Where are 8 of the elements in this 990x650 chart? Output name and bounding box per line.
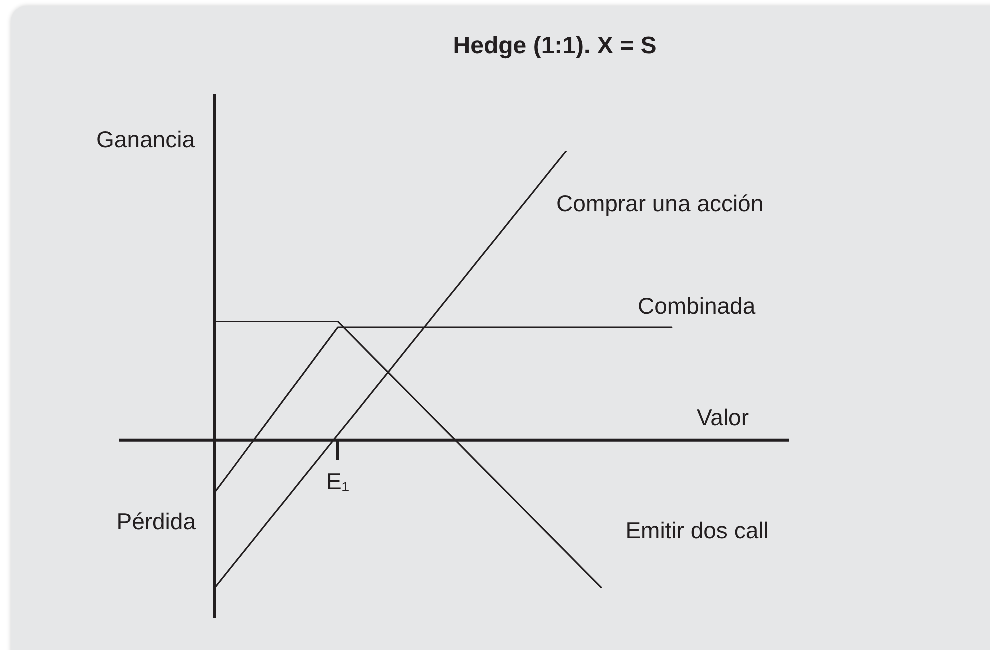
text: Emitir dos call	[626, 517, 769, 544]
annotation: E₁	[326, 468, 350, 495]
chart-title: Hedge (1:1). X = S	[453, 32, 657, 60]
text: Pérdida	[116, 508, 196, 535]
x-axis-title: Valor	[697, 404, 750, 431]
series-label: Combinada	[638, 292, 756, 319]
text: Ganancia	[96, 126, 196, 152]
series-label: Comprar una acción	[556, 190, 764, 216]
